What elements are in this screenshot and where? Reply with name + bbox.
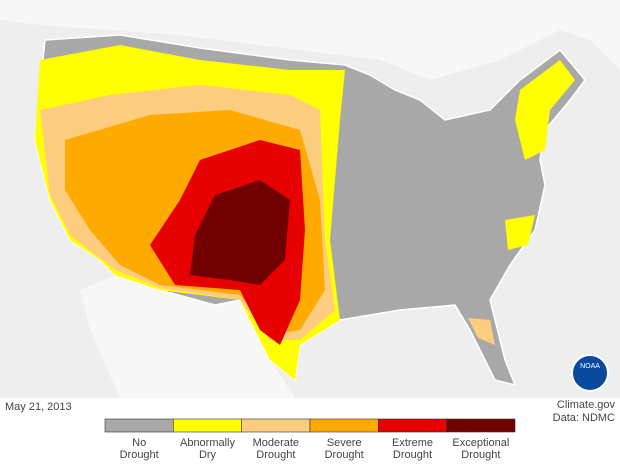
legend-label: Moderate (253, 437, 299, 449)
credit-data: Data: NDMC (553, 412, 615, 424)
legend-label: Drought (325, 449, 364, 461)
carolina-dry (505, 215, 535, 250)
legend-swatch (446, 418, 516, 433)
legend: NoDroughtAbnormallyDryModerateDroughtSev… (104, 418, 516, 461)
noaa-logo (571, 354, 609, 392)
legend-label: Exceptional (452, 437, 509, 449)
mexico (80, 275, 295, 398)
canada (0, 0, 620, 80)
legend-label: Drought (256, 449, 295, 461)
drought-areas (35, 45, 575, 380)
credit-source: Climate.gov (557, 399, 616, 411)
legend-label: Drought (120, 449, 159, 461)
legend-label: Abnormally (180, 437, 236, 449)
legend-label: Severe (327, 437, 362, 449)
florida-moderate (468, 318, 495, 345)
date: May 21, 2013 (5, 401, 72, 413)
legend-label: Drought (393, 449, 432, 461)
legend-swatch (104, 418, 174, 433)
exceptional-drought (190, 180, 290, 285)
logo-text: NOAA (580, 363, 600, 370)
legend-label: Extreme (392, 437, 433, 449)
legend-label: Drought (461, 449, 500, 461)
legend-swatch (378, 418, 447, 433)
legend-label: Dry (199, 449, 217, 461)
legend-swatch (173, 418, 242, 433)
legend-swatch (309, 418, 379, 433)
northeast-dry (515, 60, 575, 160)
legend-label: No (132, 437, 146, 449)
legend-swatch (241, 418, 311, 433)
